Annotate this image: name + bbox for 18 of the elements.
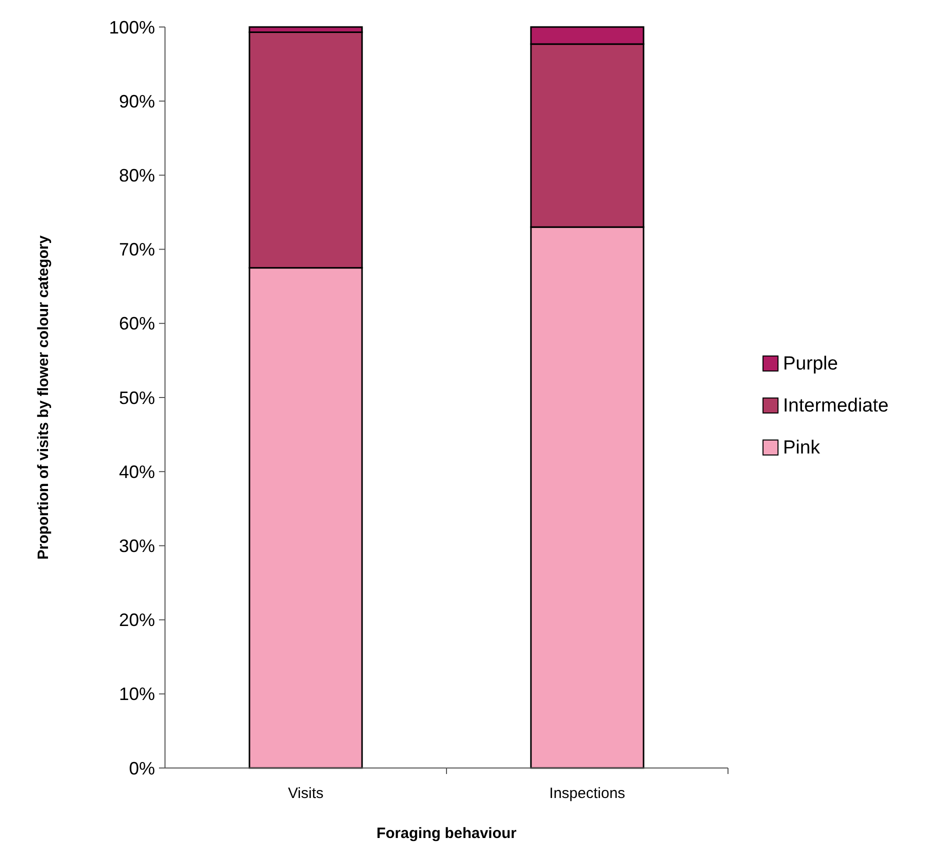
legend-label: Pink: [783, 438, 820, 459]
y-tick-label: 30%: [118, 536, 155, 556]
y-axis-title: Proportion of visits by flower colour category: [35, 234, 52, 560]
y-tick-label: 60%: [118, 314, 155, 334]
y-tick-label: 0%: [128, 758, 155, 778]
y-tick-label: 90%: [118, 91, 155, 112]
y-tick-label: 80%: [118, 166, 155, 186]
legend-label: Purple: [783, 354, 838, 375]
y-tick-label: 10%: [118, 684, 155, 704]
y-tick-label: 100%: [108, 17, 155, 38]
x-axis-title: Foraging behaviour: [376, 825, 517, 842]
legend-label: Intermediate: [783, 396, 889, 417]
y-tick-label: 40%: [118, 462, 155, 482]
y-tick-label: 20%: [118, 610, 155, 630]
y-tick-label: 70%: [118, 240, 155, 260]
y-tick-label: 50%: [118, 388, 155, 408]
x-tick-label: Inspections: [549, 785, 626, 802]
x-tick-label: Visits: [288, 785, 324, 802]
